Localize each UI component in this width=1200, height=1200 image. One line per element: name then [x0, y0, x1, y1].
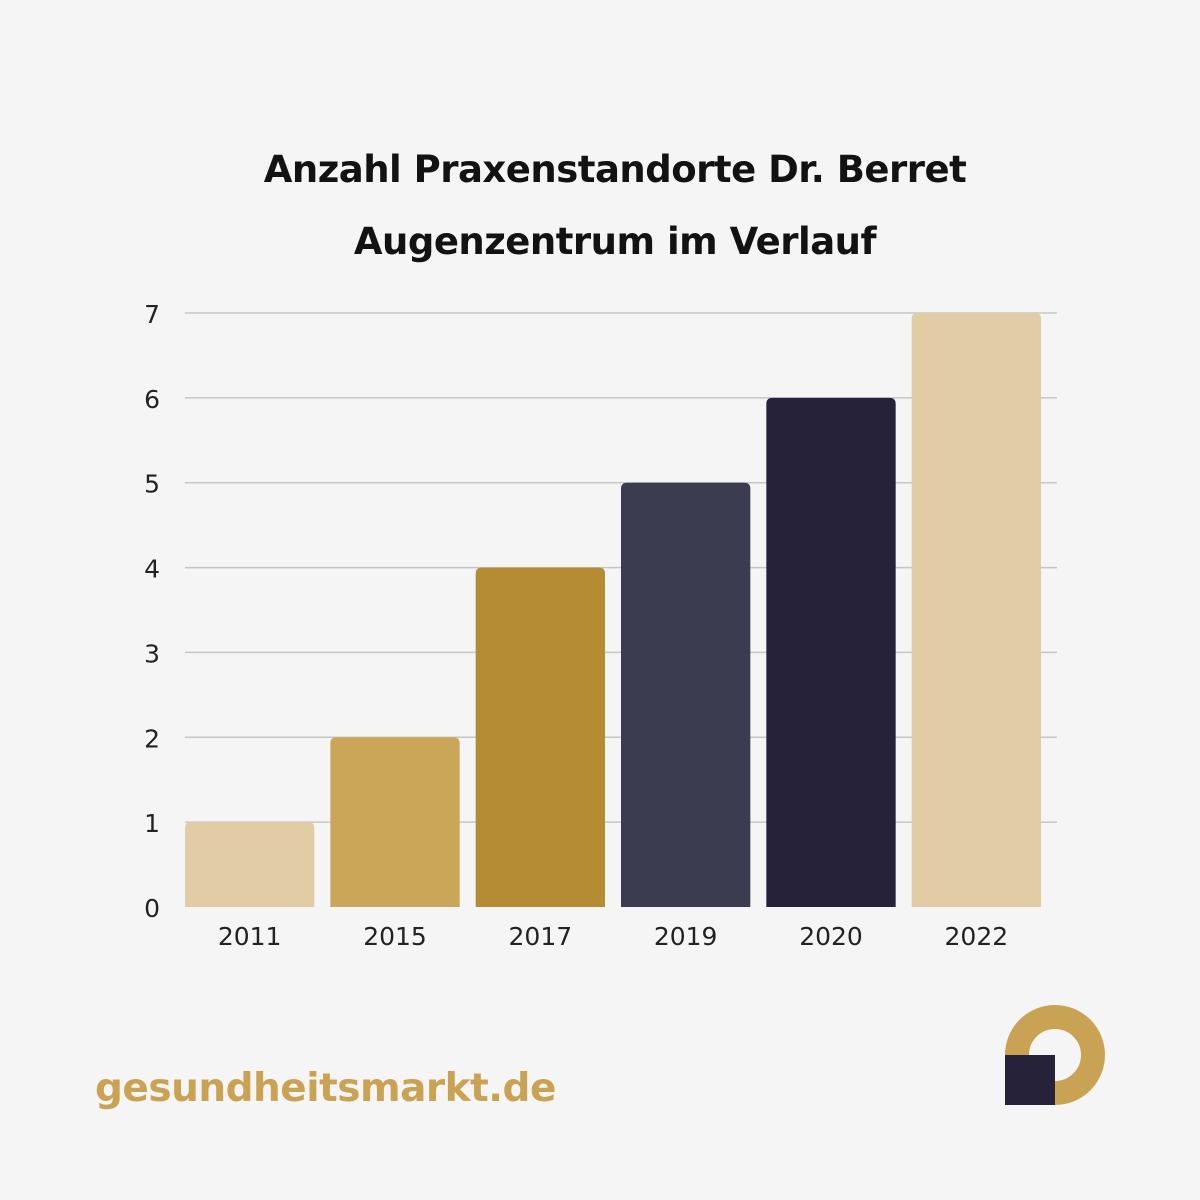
y-tick-label: 0: [144, 894, 160, 923]
bar-2017: [475, 567, 605, 907]
bar-2019: [621, 482, 751, 907]
x-tick-label: 2022: [945, 922, 1009, 951]
x-tick-label: 2019: [654, 922, 718, 951]
x-tick-label: 2017: [509, 922, 573, 951]
bar-chart: 0 1 2 3 4 5 6 7 2011 2015 2017 2019 2020 2022: [144, 300, 1057, 951]
chart-title-line-1: Anzahl Praxenstandorte Dr. Berret: [263, 148, 967, 191]
y-tick-label: 2: [144, 724, 160, 753]
y-tick-label: 1: [144, 809, 160, 838]
bar-2015: [330, 737, 460, 907]
gesundheitsmarkt-logo-icon[interactable]: [1005, 1005, 1105, 1105]
y-axis-ticks: 0 1 2 3 4 5 6 7: [144, 300, 160, 923]
x-axis-ticks: 2011 2015 2017 2019 2020 2022: [218, 922, 1008, 951]
bar-2011: [185, 822, 315, 907]
bars: [185, 313, 1041, 907]
x-tick-label: 2020: [799, 922, 863, 951]
y-tick-label: 6: [144, 385, 160, 414]
y-tick-label: 4: [144, 555, 160, 584]
y-tick-label: 5: [144, 470, 160, 499]
x-tick-label: 2011: [218, 922, 282, 951]
bar-2020: [766, 397, 896, 907]
bar-2022: [911, 313, 1041, 907]
y-tick-label: 3: [144, 639, 160, 668]
y-tick-label: 7: [144, 300, 160, 329]
chart-title-line-2: Augenzentrum im Verlauf: [353, 220, 877, 263]
x-tick-label: 2015: [363, 922, 427, 951]
brand-wordmark[interactable]: gesundheitsmarkt.de: [95, 1066, 556, 1111]
logo-square-shape: [1005, 1055, 1055, 1105]
